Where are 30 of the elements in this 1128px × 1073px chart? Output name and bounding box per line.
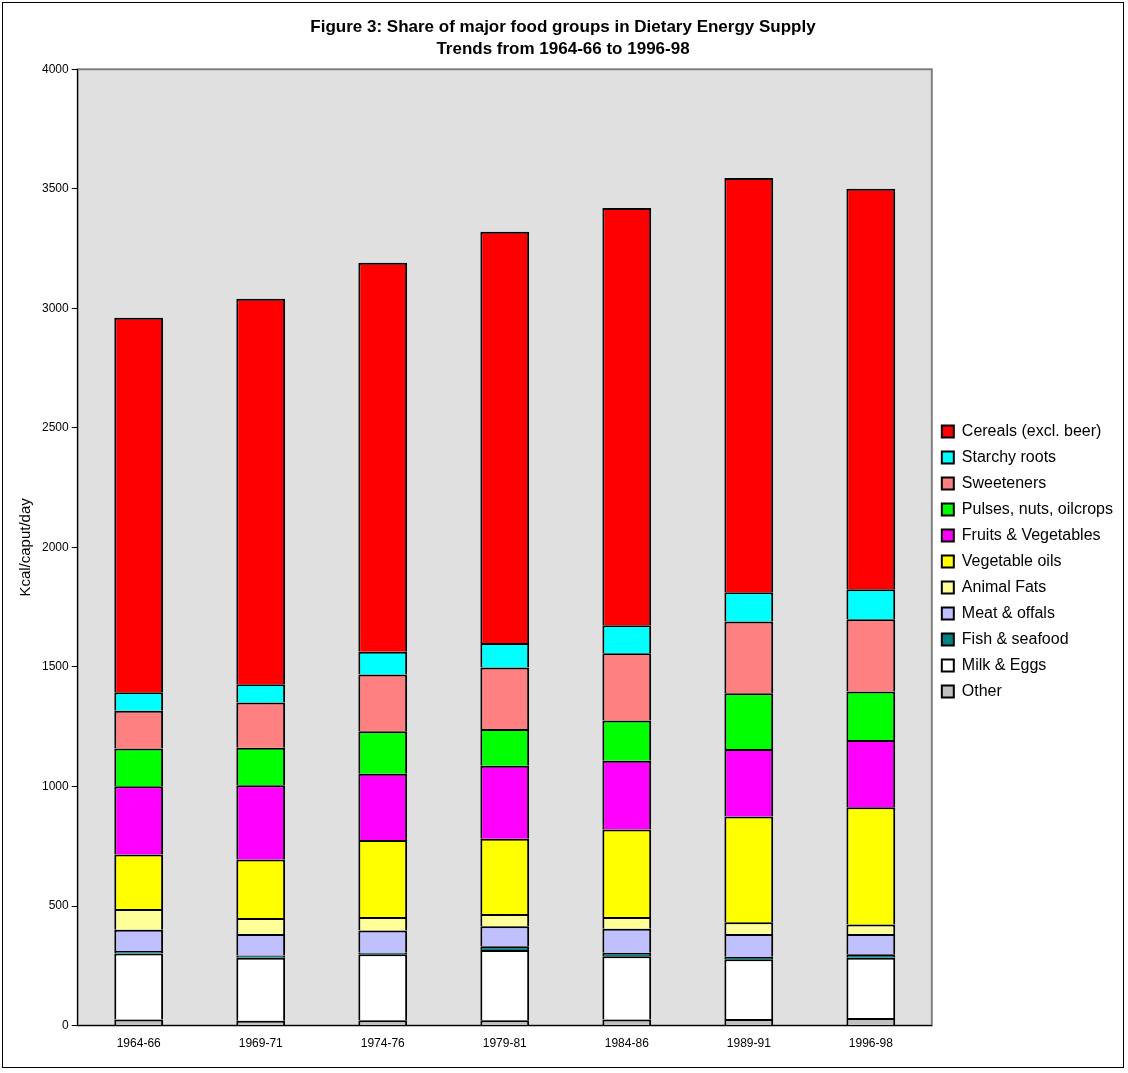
legend-label: Fruits & Vegetables (961, 525, 1101, 543)
y-tick-label: 0 (62, 1017, 70, 1032)
legend-label: Cereals (excl. beer) (961, 421, 1102, 439)
y-tick-label: 3000 (41, 300, 70, 315)
y-tick-label: 1000 (41, 778, 70, 793)
y-tick-label: 2500 (41, 420, 70, 435)
x-tick-label: 1979-81 (482, 1036, 528, 1051)
y-tick-label: 1500 (41, 659, 70, 674)
legend-label: Animal Fats (961, 577, 1047, 595)
y-axis-title: Kcal/caput/day (16, 497, 34, 597)
legend-label: Vegetable oils (961, 551, 1062, 569)
chart-title: Figure 3: Share of major food groups in Dietary Energy Supply (309, 17, 817, 37)
x-tick-label: 1996-98 (848, 1036, 894, 1051)
y-tick-label: 4000 (41, 61, 70, 76)
y-tick-label: 3500 (41, 181, 70, 196)
x-tick-label: 1969-71 (238, 1036, 284, 1051)
y-tick-label: 2000 (41, 539, 70, 554)
x-tick-label: 1964-66 (116, 1036, 162, 1051)
legend-label: Pulses, nuts, oilcrops (961, 499, 1114, 517)
legend-label: Fish & seafood (961, 629, 1069, 647)
x-tick-label: 1984-86 (604, 1036, 650, 1051)
chart-subtitle: Trends from 1964-66 to 1996-98 (435, 39, 691, 59)
legend-label: Starchy roots (961, 447, 1057, 465)
legend-label: Sweeteners (961, 473, 1047, 491)
legend-label: Milk & Eggs (961, 655, 1047, 673)
x-tick-label: 1974-76 (360, 1036, 406, 1051)
legend-label: Other (961, 681, 1003, 699)
x-tick-label: 1989-91 (726, 1036, 772, 1051)
y-tick-label: 500 (48, 898, 70, 913)
legend-label: Meat & offals (961, 603, 1055, 621)
